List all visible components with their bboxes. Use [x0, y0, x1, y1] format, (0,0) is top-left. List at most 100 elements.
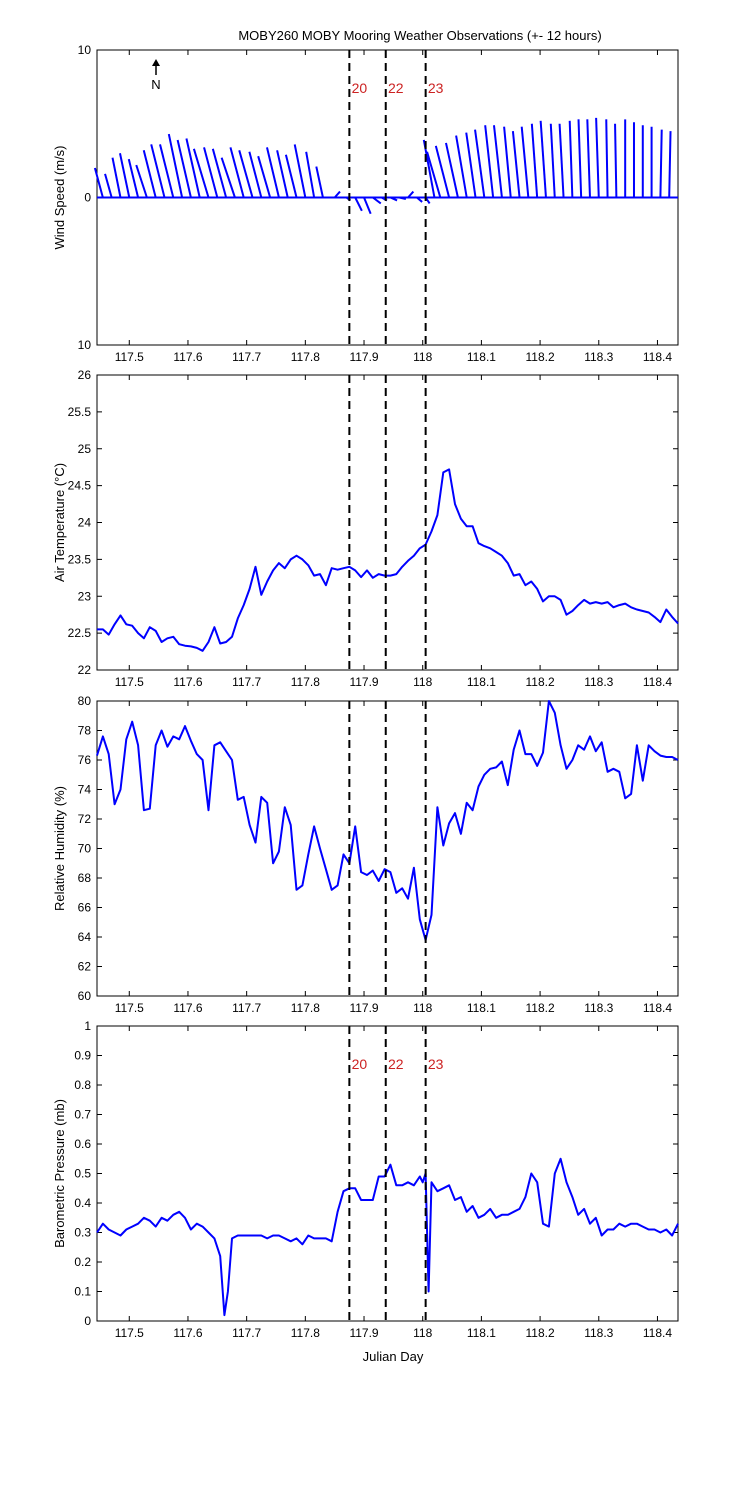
wind-vector	[119, 153, 131, 198]
panel-3: 60 62 64 66 68 70 72 74 76 78 80 117.5 117.6 117.7 117…	[52, 694, 679, 1015]
x-axis-label: Julian Day	[363, 1349, 424, 1364]
wind-vector	[354, 197, 363, 212]
y-tick-label: 23.5	[68, 552, 92, 566]
wind-vector	[511, 131, 521, 198]
wind-vector	[614, 123, 618, 198]
x-tick-label: 117.7	[232, 350, 261, 364]
y-axis-label: Wind Speed (m/s)	[52, 145, 67, 249]
event-marker-label: 22	[388, 1056, 404, 1072]
x-tick-label: 117.5	[115, 1326, 144, 1340]
x-tick-label: 118.3	[584, 350, 613, 364]
x-tick-label: 118.3	[584, 675, 613, 689]
y-tick-label: 0.5	[74, 1167, 91, 1181]
event-marker-label: 20	[352, 1056, 368, 1072]
x-tick-label: 117.6	[173, 350, 202, 364]
x-tick-label: 118.1	[467, 675, 496, 689]
wind-vector	[407, 190, 415, 199]
y-tick-label: 70	[78, 842, 92, 856]
panel-4: 0 0.1 0.2 0.3 0.4 0.5 0.6 0.7 0.8 0.9 1 117.5 117.6 1…	[52, 1019, 679, 1340]
wind-vector	[185, 138, 201, 198]
y-tick-label: 64	[78, 930, 92, 944]
y-tick-label: 74	[78, 783, 92, 797]
x-tick-label: 117.8	[291, 350, 320, 364]
panel-1: 10 0 10 117.5 117.6 117.7 117.8 117.9 118 118.1 11…	[52, 43, 679, 364]
wind-vector	[399, 196, 407, 200]
wind-vector	[605, 119, 609, 198]
x-tick-label: 117.7	[232, 1326, 261, 1340]
series-line	[97, 468, 679, 652]
north-arrow-icon: N	[151, 59, 161, 92]
x-tick-label: 117.9	[349, 1001, 378, 1015]
y-tick-label: 80	[78, 694, 92, 708]
wind-vector	[238, 150, 254, 198]
wind-vector	[577, 119, 583, 198]
wind-vector	[416, 196, 423, 203]
y-tick-label: 1	[84, 1019, 91, 1033]
wind-vector	[127, 158, 140, 198]
wind-vector	[484, 125, 495, 198]
wind-vector	[150, 144, 166, 198]
wind-vector	[293, 144, 307, 198]
y-tick-label: 26	[78, 368, 92, 382]
y-tick-label: 62	[78, 960, 92, 974]
x-tick-label: 118.2	[526, 675, 555, 689]
x-tick-label: 118	[413, 350, 432, 364]
north-label: N	[151, 77, 160, 92]
event-marker-label: 23	[428, 1056, 444, 1072]
wind-vector	[422, 139, 436, 198]
wind-vector	[333, 190, 341, 199]
y-tick-label: 0	[84, 1314, 91, 1328]
y-tick-label: 0.1	[74, 1285, 91, 1299]
wind-vector	[266, 147, 280, 198]
wind-vector	[568, 120, 574, 198]
y-tick-label: 10	[78, 338, 92, 352]
wind-vector	[444, 142, 459, 198]
wind-vector	[111, 157, 122, 198]
y-tick-label: 68	[78, 871, 92, 885]
y-tick-label: 78	[78, 724, 92, 738]
wind-vector	[315, 166, 324, 198]
y-tick-label: 24	[78, 516, 92, 530]
y-tick-label: 0.7	[74, 1108, 91, 1122]
x-tick-label: 118.2	[526, 350, 555, 364]
x-tick-label: 117.9	[349, 350, 378, 364]
x-tick-label: 117.6	[173, 1326, 202, 1340]
x-tick-label: 118.4	[643, 1001, 672, 1015]
axes-box	[96, 374, 679, 671]
wind-vector	[659, 129, 663, 198]
wind-vector	[142, 150, 157, 198]
x-tick-label: 118.2	[526, 1001, 555, 1015]
y-axis-label: Barometric Pressure (mb)	[52, 1099, 67, 1248]
wind-vector	[211, 148, 228, 198]
wind-vector	[390, 196, 398, 202]
wind-vector	[558, 123, 565, 198]
y-axis-label: Air Temperature (°C)	[52, 463, 67, 582]
panel-2: 22 22.5 23 23.5 24 24.5 25 25.5 26 117.5 117.6 117.…	[52, 368, 679, 689]
y-tick-label: 10	[78, 43, 92, 57]
x-tick-label: 117.6	[173, 1001, 202, 1015]
x-tick-label: 118.1	[467, 350, 496, 364]
wind-vector	[229, 147, 245, 198]
y-tick-label: 0.8	[74, 1078, 91, 1092]
figure-title: MOBY260 MOBY Mooring Weather Observation…	[238, 28, 601, 43]
x-tick-label: 118	[413, 1326, 432, 1340]
x-tick-label: 117.9	[349, 675, 378, 689]
x-tick-label: 118.4	[643, 1326, 672, 1340]
y-tick-label: 72	[78, 812, 92, 826]
wind-vector	[474, 129, 486, 198]
wind-vector	[595, 117, 600, 198]
x-tick-label: 117.5	[115, 350, 144, 364]
y-tick-label: 0.9	[74, 1049, 91, 1063]
wind-vector	[668, 131, 672, 198]
y-tick-label: 0.2	[74, 1255, 91, 1269]
x-tick-label: 117.7	[232, 1001, 261, 1015]
wind-vector	[93, 167, 104, 198]
axes-box	[96, 700, 679, 997]
y-axis-label: Relative Humidity (%)	[52, 786, 67, 911]
series-line	[96, 1157, 679, 1317]
wind-vector	[372, 196, 382, 205]
wind-vector	[539, 120, 547, 198]
wind-vector	[549, 123, 556, 198]
y-tick-label: 0	[84, 191, 91, 205]
